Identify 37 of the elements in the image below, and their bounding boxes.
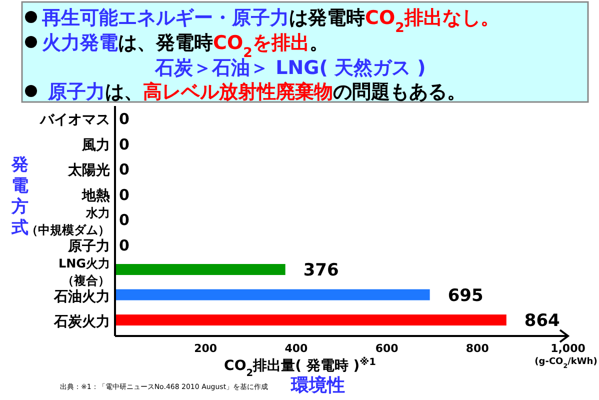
y-tick-label: 石油火力 — [53, 288, 110, 305]
text: 高レベル放射性廃棄物 — [143, 81, 333, 103]
data-label: 376 — [303, 260, 339, 280]
y-tick-label: 地熱 — [81, 188, 110, 204]
y-tick-label: 石炭火力 — [53, 314, 110, 330]
y-tick-label: 原子力 — [67, 238, 110, 254]
data-label: 0 — [119, 236, 130, 254]
x-tick-label: 400 — [284, 342, 308, 355]
y-tick-label: バイオマス — [39, 112, 110, 128]
bar — [115, 289, 430, 300]
text: 再生可能エネルギー・原子力 — [41, 7, 289, 29]
data-label: 864 — [524, 311, 560, 331]
text: 石炭＞石油＞ LNG( 天然ガス ) — [154, 57, 426, 79]
text: は、発電時 — [118, 32, 213, 54]
y-tick-label: 太陽光 — [67, 162, 110, 178]
x-tick-label: 200 — [194, 342, 218, 355]
data-label: 0 — [119, 211, 130, 229]
bar — [115, 314, 506, 326]
data-label: 0 — [119, 186, 130, 204]
text: は、 — [105, 81, 143, 103]
x-tick-label: 1,000 — [550, 342, 586, 355]
y-tick-label: LNG火力（複合） — [58, 256, 110, 288]
data-label: 0 — [119, 135, 130, 154]
text: 火力発電 — [42, 32, 118, 54]
x-tick-label: 800 — [466, 342, 490, 355]
text: CO$_{2}$排出なし。 — [365, 7, 500, 36]
y-tick-label: 風力 — [81, 137, 110, 154]
text: 。 — [309, 32, 328, 54]
y-axis-title: 発電方式 — [10, 155, 28, 238]
data-label: 0 — [119, 160, 130, 178]
text: の問題もある。 — [333, 81, 466, 103]
data-label: 695 — [448, 286, 484, 306]
data-label: 0 — [119, 110, 130, 128]
bar — [115, 264, 286, 275]
x-tick-label: 600 — [375, 342, 399, 355]
text: は発電時 — [289, 7, 365, 29]
text: (g-CO$_{2}$/kWh) — [534, 357, 598, 370]
